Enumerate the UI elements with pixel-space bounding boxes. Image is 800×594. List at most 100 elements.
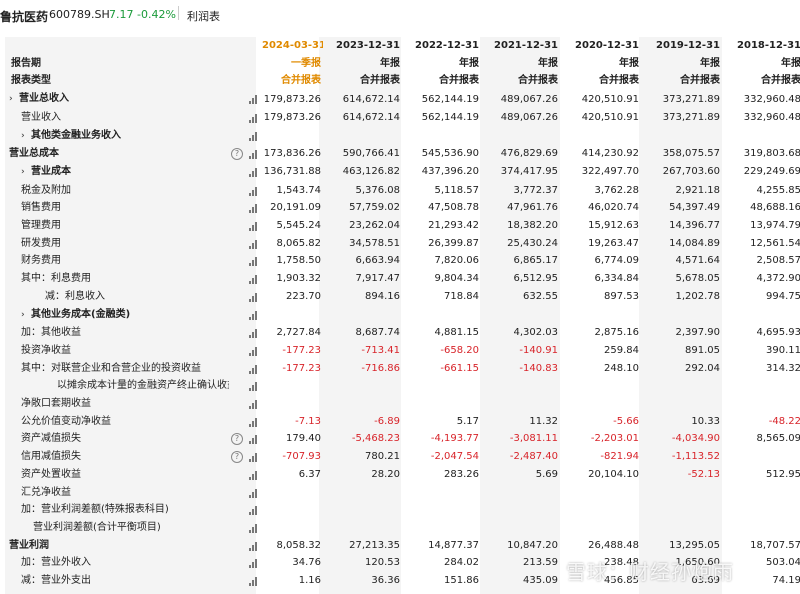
value-cell (560, 519, 641, 537)
bar-chart-icon[interactable] (249, 292, 258, 302)
value-cell: 18,382.20 (507, 220, 558, 232)
value-cell: 3,762.28 (594, 184, 639, 196)
row-icons (229, 90, 262, 109)
bar-chart-icon[interactable] (249, 95, 258, 105)
bar-chart-icon[interactable] (249, 204, 258, 214)
value-cell: -6.89 (374, 415, 400, 427)
row-icons: ? (229, 430, 262, 448)
column-date[interactable]: 2020-12-31 (575, 40, 639, 51)
bar-chart-icon[interactable] (249, 506, 258, 516)
row-label: 财务费用 (21, 255, 61, 267)
value-cell: 489,067.26 (500, 111, 558, 123)
bar-chart-icon[interactable] (249, 186, 258, 196)
row-label: 研发费用 (21, 237, 61, 249)
bar-chart-icon[interactable] (249, 364, 258, 374)
income-statement-table: 2024-03-31 2023-12-31 2022-12-31 2021-12-31… (5, 37, 800, 590)
value-cell (722, 484, 800, 502)
bar-chart-icon[interactable] (249, 541, 258, 551)
bar-chart-icon[interactable] (249, 417, 258, 427)
value-cell: 891.05 (685, 344, 720, 356)
value-cell: 4,695.93 (756, 327, 800, 339)
row-label: 其中：对联营企业和合营企业的投资收益 (21, 362, 201, 374)
table-row[interactable]: › 营业总收入 179,873.26 614,672.14 562,144.19 489,… (5, 90, 800, 109)
value-cell: 267,703.60 (662, 166, 720, 178)
highlight-column (560, 37, 639, 594)
row-label: 减：利息收入 (45, 290, 105, 302)
value-cell: -140.91 (519, 344, 558, 356)
value-cell: -7.13 (295, 415, 321, 427)
row-icons (229, 199, 262, 217)
bar-chart-icon[interactable] (249, 453, 258, 463)
column-date[interactable]: 2023-12-31 (336, 40, 400, 51)
row-label: 资产减值损失 (21, 433, 81, 445)
header-row: 2024-03-31 2023-12-31 2022-12-31 2021-12-31… (5, 37, 800, 55)
value-cell (323, 395, 402, 413)
help-icon[interactable]: ? (231, 433, 243, 446)
value-cell: 1,202.78 (675, 290, 720, 302)
bar-chart-icon[interactable] (249, 239, 258, 249)
column-report-type: 合并报表 (281, 75, 321, 87)
table-row[interactable]: › 其他业务成本(金融类) (5, 306, 800, 325)
value-cell: 319,803.68 (743, 148, 800, 160)
bar-chart-icon[interactable] (249, 222, 258, 232)
help-icon[interactable]: ? (231, 148, 243, 161)
expand-chevron-icon[interactable]: › (21, 130, 25, 141)
value-cell: 47,961.76 (507, 202, 558, 214)
value-cell: 562,144.19 (421, 93, 479, 105)
bar-chart-icon[interactable] (249, 131, 258, 141)
column-date[interactable]: 2021-12-31 (494, 40, 558, 51)
value-cell: 223.70 (286, 290, 321, 302)
column-report-type: 合并报表 (761, 75, 800, 87)
value-cell: -52.13 (687, 468, 720, 480)
bar-chart-icon[interactable] (249, 346, 258, 356)
bar-chart-icon[interactable] (249, 275, 258, 285)
value-cell: -713.41 (361, 344, 400, 356)
bar-chart-icon[interactable] (249, 150, 258, 160)
row-icons (229, 413, 262, 431)
row-label-cell: 净敞口套期收益 (5, 395, 229, 413)
bar-chart-icon[interactable] (249, 400, 258, 410)
column-period: 年报 (700, 57, 720, 69)
bar-chart-icon[interactable] (249, 329, 258, 339)
column-date[interactable]: 2019-12-31 (656, 40, 720, 51)
value-cell: 374,417.95 (500, 166, 558, 178)
row-label: 其中：利息费用 (21, 273, 91, 285)
bar-chart-icon[interactable] (249, 435, 258, 445)
value-cell: 3,772.37 (513, 184, 558, 196)
row-icons (229, 484, 262, 502)
bar-chart-icon[interactable] (249, 167, 258, 177)
expand-chevron-icon[interactable]: › (9, 94, 13, 105)
value-cell: 120.53 (365, 557, 400, 569)
bar-chart-icon[interactable] (249, 310, 258, 320)
column-date[interactable]: 2022-12-31 (415, 40, 479, 51)
column-date[interactable]: 2024-03-31 (262, 40, 323, 51)
table-row[interactable]: › 其他类金融业务收入 (5, 127, 800, 146)
bar-chart-icon[interactable] (249, 523, 258, 533)
value-cell: 420,510.91 (581, 93, 639, 105)
value-cell: 14,084.89 (669, 237, 720, 249)
bar-chart-icon[interactable] (249, 113, 258, 123)
expand-chevron-icon[interactable]: › (21, 309, 25, 320)
column-date[interactable]: 2018-12-31 (737, 40, 800, 51)
value-cell: 897.53 (604, 290, 639, 302)
tab-income-statement[interactable]: 利润表 (187, 10, 220, 23)
value-cell: -1,113.52 (671, 451, 720, 463)
help-icon[interactable]: ? (231, 451, 243, 464)
bar-chart-icon[interactable] (249, 577, 258, 587)
header-spacer (229, 72, 262, 90)
bar-chart-icon[interactable] (249, 470, 258, 480)
value-cell: 2,727.84 (276, 327, 321, 339)
bar-chart-icon[interactable] (249, 382, 258, 392)
value-cell: -140.83 (519, 362, 558, 374)
row-icons (229, 270, 262, 288)
value-cell: 18,707.57 (750, 539, 800, 551)
table-row[interactable]: › 营业成本 136,731.88 463,126.82 437,396.20 374,4… (5, 163, 800, 182)
bar-chart-icon[interactable] (249, 257, 258, 267)
stock-change-pct: -0.42% (137, 8, 176, 21)
value-cell: 358,075.57 (662, 148, 720, 160)
value-cell: 489,067.26 (500, 93, 558, 105)
bar-chart-icon[interactable] (249, 559, 258, 569)
table-row: 销售费用 20,191.09 57,759.02 47,508.78 47,961.76… (5, 199, 800, 217)
expand-chevron-icon[interactable]: › (21, 166, 25, 177)
bar-chart-icon[interactable] (249, 488, 258, 498)
